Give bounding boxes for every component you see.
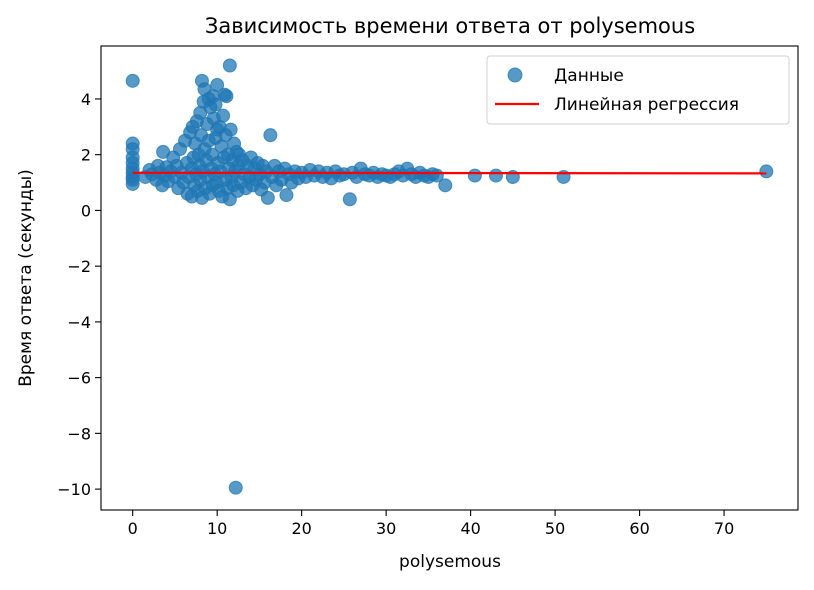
regression-line: [132, 171, 767, 175]
x-tick-label: 20: [291, 519, 311, 538]
data-point: [223, 122, 238, 137]
x-tick-label: 10: [207, 519, 227, 538]
legend-box: [486, 55, 790, 125]
y-tick-label: 0: [81, 201, 91, 220]
legend-label-regression: Линейная регрессия: [554, 95, 739, 115]
data-point: [125, 73, 140, 88]
legend: Данные Линейная регрессия: [486, 55, 790, 125]
y-tick-label: 4: [81, 90, 91, 109]
data-point: [125, 176, 140, 191]
data-layer: [125, 58, 774, 495]
y-tick-label: 2: [81, 146, 91, 165]
x-tick-label: 0: [128, 519, 138, 538]
data-point: [208, 97, 223, 112]
axes-frame: [100, 45, 799, 511]
y-axis-label: Время ответа (секунды): [16, 169, 36, 387]
data-point: [263, 128, 278, 143]
legend-label-data: Данные: [554, 66, 624, 86]
data-point: [467, 168, 482, 183]
y-tick-label: −2: [67, 257, 91, 276]
data-point: [488, 168, 503, 183]
data-point: [216, 108, 231, 123]
x-axis-label: polysemous: [399, 552, 501, 572]
data-point: [279, 188, 294, 203]
data-point: [438, 178, 453, 193]
x-tick-label: 60: [629, 519, 649, 538]
data-point: [210, 78, 225, 93]
x-tick-label: 30: [376, 519, 396, 538]
x-tick-label: 70: [714, 519, 734, 538]
y-tick-label: −10: [57, 480, 91, 499]
data-point: [759, 164, 774, 179]
data-point: [228, 480, 243, 495]
chart-title: Зависимость времени ответа от polysemous: [205, 14, 695, 38]
legend-marker-scatter: [507, 67, 523, 83]
data-point: [260, 190, 275, 205]
x-tick-label: 40: [460, 519, 480, 538]
y-tick-label: −6: [67, 369, 91, 388]
data-point: [222, 58, 237, 73]
y-tick-label: −4: [67, 313, 91, 332]
axes-layer: 0 10 20 30 40 50 60 70 −10 −8 −6 −4 −2 0 2 4: [57, 45, 799, 538]
data-point: [342, 192, 357, 207]
data-point: [219, 89, 234, 104]
x-tick-label: 50: [545, 519, 565, 538]
y-tick-label: −8: [67, 424, 91, 443]
